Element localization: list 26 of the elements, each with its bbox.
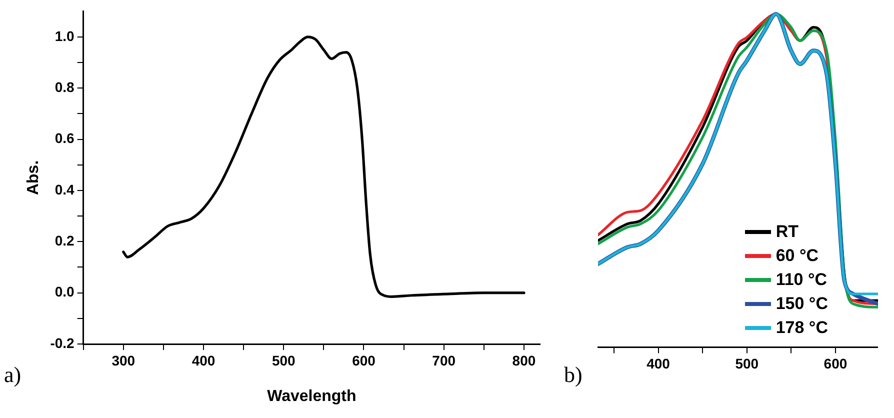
legend-label: 178 °C <box>776 318 828 338</box>
line-series <box>122 36 526 298</box>
y-tick-label: 0.0 <box>54 284 75 300</box>
x-tick-label: 300 <box>112 352 136 368</box>
x-tick-label: 700 <box>432 352 456 368</box>
legend-label: 110 °C <box>776 270 828 290</box>
x-tick-label: 600 <box>824 355 848 372</box>
x-tick-label: 400 <box>192 352 216 368</box>
x-tick-label: 800 <box>512 352 536 368</box>
y-tick-label: 1.0 <box>54 28 75 44</box>
x-axis-title: Wavelength <box>267 388 356 405</box>
y-tick-label: 0.6 <box>54 130 75 146</box>
text: b) <box>564 362 582 388</box>
y-tick-label: 0.8 <box>54 79 75 96</box>
text: a) <box>4 362 22 388</box>
legend-label: RT <box>776 222 798 242</box>
y-tick-label: 0.2 <box>54 232 75 249</box>
x-tick-label: 500 <box>735 355 759 372</box>
text: -0.2 <box>50 334 74 351</box>
y-axis-title: Abs. <box>25 160 42 196</box>
x-tick-label: 500 <box>272 352 296 368</box>
y-tick-label: 0.4 <box>54 181 75 198</box>
x-tick-label: 600 <box>352 352 376 368</box>
legend-label: 60 °C <box>776 246 819 266</box>
x-tick-label: 400 <box>646 355 670 372</box>
legend-label: 150 °C <box>776 294 828 314</box>
